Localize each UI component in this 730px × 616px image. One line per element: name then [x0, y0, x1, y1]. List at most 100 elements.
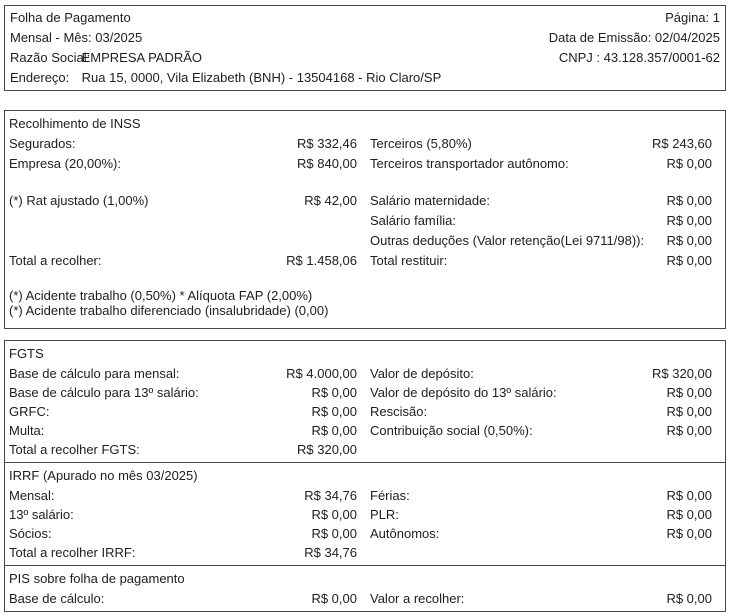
row-right-value: R$ 0,00: [666, 253, 712, 268]
data-row: (*) Acidente trabalho diferenciado (insa…: [5, 303, 725, 318]
pis-section-title: PIS sobre folha de pagamento: [9, 571, 185, 586]
data-row: Base de cálculo: R$ 0,00 Valor a recolhe…: [5, 589, 725, 608]
row-right-value: R$ 0,00: [666, 213, 712, 228]
row-right-label: Terceiros transportador autônomo:: [370, 156, 569, 171]
row-right-label: Valor a recolher:: [370, 591, 465, 606]
company-info: Razão Social: EMPRESA PADRÃO: [10, 48, 202, 68]
row-left-cell: Base de cálculo para 13º salário: R$ 0,0…: [9, 383, 357, 402]
row-left-cell: Base de cálculo para mensal: R$ 4.000,00: [9, 364, 357, 383]
irrf-rows: Mensal: R$ 34,76 Férias: R$ 0,00 13º sal…: [5, 486, 725, 562]
row-right-cell: [370, 174, 725, 191]
inss-section-title: Recolhimento de INSS: [9, 116, 141, 131]
row-left-label: Total a recolher:: [9, 253, 102, 268]
row-left-cell: Segurados: R$ 332,46: [9, 134, 357, 154]
row-right-label: Valor de depósito:: [370, 366, 474, 381]
report-header-box: Folha de Pagamento Página: 1 Mensal - Mê…: [4, 5, 726, 91]
row-right-value: R$ 0,00: [666, 156, 712, 171]
row-left-cell: GRFC: R$ 0,00: [9, 402, 357, 421]
page-number: Página: 1: [665, 10, 720, 25]
row-left-label: Mensal:: [9, 488, 55, 503]
row-right-label: Valor de depósito do 13º salário:: [370, 385, 557, 400]
row-left-label: Base de cálculo:: [9, 591, 105, 606]
row-right-label: Autônomos:: [370, 526, 440, 541]
row-left-value: R$ 0,00: [311, 507, 357, 522]
row-left-value: R$ 34,76: [304, 545, 357, 560]
row-right-cell: Outras deduções (Valor retenção(Lei 9711…: [370, 231, 725, 251]
report-period: Mensal - Mês: 03/2025: [10, 30, 143, 45]
pis-section: PIS sobre folha de pagamento Base de cál…: [5, 565, 725, 611]
data-row: Base de cálculo para mensal: R$ 4.000,00…: [5, 364, 725, 383]
row-left-cell: Total a recolher FGTS: R$ 320,00: [9, 440, 357, 459]
data-row: [5, 174, 725, 191]
row-left-cell: Total a recolher: R$ 1.458,06: [9, 251, 357, 271]
data-row: Total a recolher FGTS: R$ 320,00: [5, 440, 725, 459]
row-left-label: GRFC:: [9, 404, 50, 419]
company-label: Razão Social:: [10, 50, 91, 65]
row-left-label: (*) Acidente trabalho (0,50%) * Alíquota…: [9, 288, 313, 303]
row-left-cell: [9, 231, 357, 251]
row-right-label: PLR:: [370, 507, 399, 522]
data-row: Salário família: R$ 0,00: [5, 211, 725, 231]
row-right-cell: [370, 440, 725, 459]
header-row-title: Folha de Pagamento Página: 1: [5, 8, 725, 28]
data-row: Total a recolher: R$ 1.458,06 Total rest…: [5, 251, 725, 271]
row-right-value: R$ 0,00: [666, 591, 712, 606]
row-right-label: Outras deduções (Valor retenção(Lei 9711…: [370, 233, 645, 248]
header-row-period: Mensal - Mês: 03/2025 Data de Emissão: 0…: [5, 28, 725, 48]
data-row: Total a recolher IRRF: R$ 34,76: [5, 543, 725, 562]
address-value: Rua 15, 0000, Vila Elizabeth (BNH) - 135…: [81, 70, 442, 85]
row-left-cell: [9, 174, 357, 191]
row-right-cell: Salário maternidade: R$ 0,00: [370, 191, 725, 211]
row-left-label: Total a recolher IRRF:: [9, 545, 136, 560]
row-left-label: Multa:: [9, 423, 45, 438]
data-row: Base de cálculo para 13º salário: R$ 0,0…: [5, 383, 725, 402]
row-right-label: Salário maternidade:: [370, 193, 490, 208]
row-right-cell: Total restituir: R$ 0,00: [370, 251, 725, 271]
row-right-value: R$ 0,00: [666, 233, 712, 248]
row-left-value: R$ 0,00: [311, 385, 357, 400]
data-row: Outras deduções (Valor retenção(Lei 9711…: [5, 231, 725, 251]
row-left-cell: (*) Acidente trabalho diferenciado (insa…: [9, 303, 725, 318]
row-left-cell: 13º salário: R$ 0,00: [9, 505, 357, 524]
row-left-value: R$ 840,00: [297, 156, 357, 171]
row-right-cell: [370, 543, 725, 562]
data-row: Multa: R$ 0,00 Contribuição social (0,50…: [5, 421, 725, 440]
row-left-value: R$ 1.458,06: [286, 253, 357, 268]
row-left-cell: (*) Acidente trabalho (0,50%) * Alíquota…: [9, 288, 725, 303]
data-row: Sócios: R$ 0,00 Autônomos: R$ 0,00: [5, 524, 725, 543]
row-left-cell: Base de cálculo: R$ 0,00: [9, 589, 357, 608]
row-right-cell: Autônomos: R$ 0,00: [370, 524, 725, 543]
row-left-value: R$ 0,00: [311, 591, 357, 606]
taxes-section-box: FGTS Base de cálculo para mensal: R$ 4.0…: [4, 340, 726, 612]
row-left-cell: (*) Rat ajustado (1,00%) R$ 42,00: [9, 191, 357, 211]
row-left-value: R$ 320,00: [297, 442, 357, 457]
row-right-value: R$ 0,00: [666, 385, 712, 400]
row-right-value: R$ 0,00: [666, 526, 712, 541]
data-row: Segurados: R$ 332,46 Terceiros (5,80%) R…: [5, 134, 725, 154]
row-right-value: R$ 0,00: [666, 423, 712, 438]
row-right-value: R$ 0,00: [666, 507, 712, 522]
row-left-value: R$ 0,00: [311, 404, 357, 419]
pis-rows: Base de cálculo: R$ 0,00 Valor a recolhe…: [5, 589, 725, 608]
row-right-cell: Contribuição social (0,50%): R$ 0,00: [370, 421, 725, 440]
data-row: Mensal: R$ 34,76 Férias: R$ 0,00: [5, 486, 725, 505]
company-name: EMPRESA PADRÃO: [81, 50, 203, 65]
row-left-label: Base de cálculo para 13º salário:: [9, 385, 199, 400]
row-left-label: (*) Acidente trabalho diferenciado (insa…: [9, 303, 329, 318]
row-left-value: R$ 42,00: [304, 193, 357, 208]
row-right-value: R$ 0,00: [666, 193, 712, 208]
row-left-label: Empresa (20,00%):: [9, 156, 121, 171]
fgts-section: FGTS Base de cálculo para mensal: R$ 4.0…: [5, 341, 725, 462]
data-row: GRFC: R$ 0,00 Rescisão: R$ 0,00: [5, 402, 725, 421]
row-right-cell: Terceiros (5,80%) R$ 243,60: [370, 134, 725, 154]
row-right-label: Terceiros (5,80%): [370, 136, 472, 151]
irrf-section-title: IRRF (Apurado no mês 03/2025): [9, 468, 198, 483]
row-left-label: Segurados:: [9, 136, 76, 151]
row-right-cell: Férias: R$ 0,00: [370, 486, 725, 505]
row-left-value: R$ 332,46: [297, 136, 357, 151]
row-left-label: 13º salário:: [9, 507, 74, 522]
data-row: (*) Acidente trabalho (0,50%) * Alíquota…: [5, 288, 725, 303]
row-left-label: Base de cálculo para mensal:: [9, 366, 180, 381]
header-row-company: Razão Social: EMPRESA PADRÃO CNPJ : 43.1…: [5, 48, 725, 68]
